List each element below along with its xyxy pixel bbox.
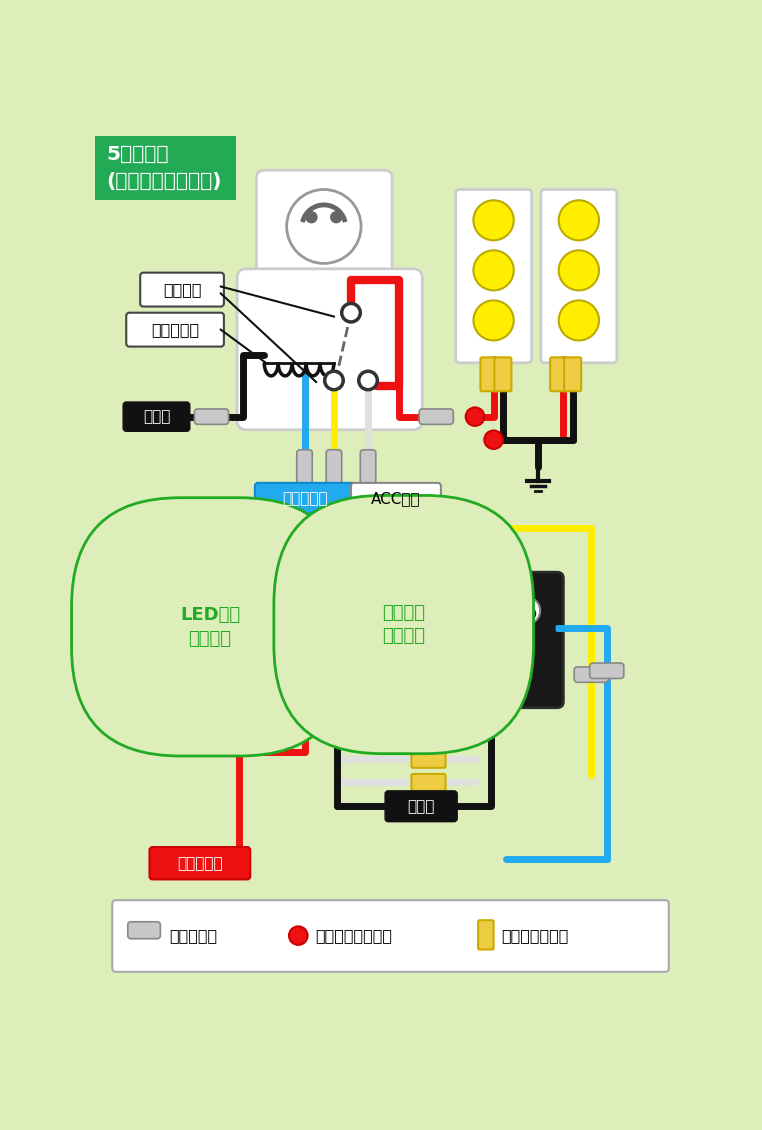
FancyBboxPatch shape (296, 450, 312, 484)
Text: イルミ電源: イルミ電源 (283, 490, 328, 506)
FancyBboxPatch shape (112, 901, 669, 972)
Circle shape (306, 211, 318, 224)
FancyBboxPatch shape (385, 791, 457, 822)
FancyBboxPatch shape (480, 357, 498, 391)
FancyBboxPatch shape (411, 750, 446, 767)
FancyBboxPatch shape (467, 572, 563, 707)
FancyBboxPatch shape (126, 313, 224, 347)
Circle shape (359, 372, 377, 390)
FancyBboxPatch shape (475, 599, 555, 685)
FancyBboxPatch shape (128, 922, 160, 939)
Text: 5極リレー
(コンパクトリレー): 5極リレー (コンパクトリレー) (106, 145, 222, 191)
Circle shape (559, 251, 599, 290)
Text: ACC電源: ACC電源 (371, 490, 421, 506)
Circle shape (466, 408, 485, 426)
FancyBboxPatch shape (575, 667, 608, 683)
Circle shape (512, 597, 540, 625)
Circle shape (491, 607, 505, 620)
Circle shape (559, 301, 599, 340)
Text: スイッチ: スイッチ (163, 282, 201, 297)
FancyBboxPatch shape (550, 357, 567, 391)
Circle shape (559, 200, 599, 241)
FancyBboxPatch shape (95, 136, 236, 200)
Text: アース: アース (407, 799, 434, 814)
Text: ギボシ端子: ギボシ端子 (170, 928, 218, 944)
FancyBboxPatch shape (456, 190, 532, 363)
Circle shape (522, 607, 536, 620)
FancyBboxPatch shape (564, 357, 581, 391)
Text: イルミ電源: イルミ電源 (177, 855, 223, 871)
Text: 電磁コイル: 電磁コイル (151, 322, 199, 337)
FancyBboxPatch shape (194, 409, 229, 425)
Circle shape (485, 431, 503, 449)
FancyBboxPatch shape (283, 562, 420, 714)
FancyBboxPatch shape (123, 402, 190, 432)
Circle shape (287, 190, 361, 263)
Circle shape (289, 927, 308, 945)
FancyBboxPatch shape (257, 171, 392, 281)
FancyBboxPatch shape (541, 190, 616, 363)
Circle shape (473, 200, 514, 241)
Circle shape (341, 304, 360, 322)
FancyBboxPatch shape (237, 269, 422, 429)
Text: 出力変換
ユニット: 出力変換 ユニット (383, 603, 425, 645)
FancyBboxPatch shape (360, 450, 376, 484)
FancyBboxPatch shape (303, 693, 319, 727)
Circle shape (330, 211, 342, 224)
Circle shape (473, 251, 514, 290)
FancyBboxPatch shape (419, 409, 453, 425)
Text: アース: アース (142, 409, 170, 424)
Circle shape (481, 597, 509, 625)
FancyBboxPatch shape (351, 483, 441, 514)
Circle shape (473, 301, 514, 340)
FancyBboxPatch shape (478, 920, 494, 949)
FancyBboxPatch shape (326, 450, 341, 484)
FancyBboxPatch shape (411, 774, 446, 791)
FancyBboxPatch shape (333, 693, 351, 727)
Text: 接続コネクター: 接続コネクター (501, 928, 568, 944)
FancyBboxPatch shape (149, 848, 250, 879)
Text: LED調光
ユニット: LED調光 ユニット (180, 606, 240, 647)
Text: エレクトロタップ: エレクトロタップ (315, 928, 392, 944)
FancyBboxPatch shape (304, 582, 400, 683)
FancyBboxPatch shape (590, 663, 624, 678)
Circle shape (325, 372, 343, 390)
FancyBboxPatch shape (140, 272, 224, 306)
FancyBboxPatch shape (255, 483, 356, 514)
FancyBboxPatch shape (495, 357, 511, 391)
